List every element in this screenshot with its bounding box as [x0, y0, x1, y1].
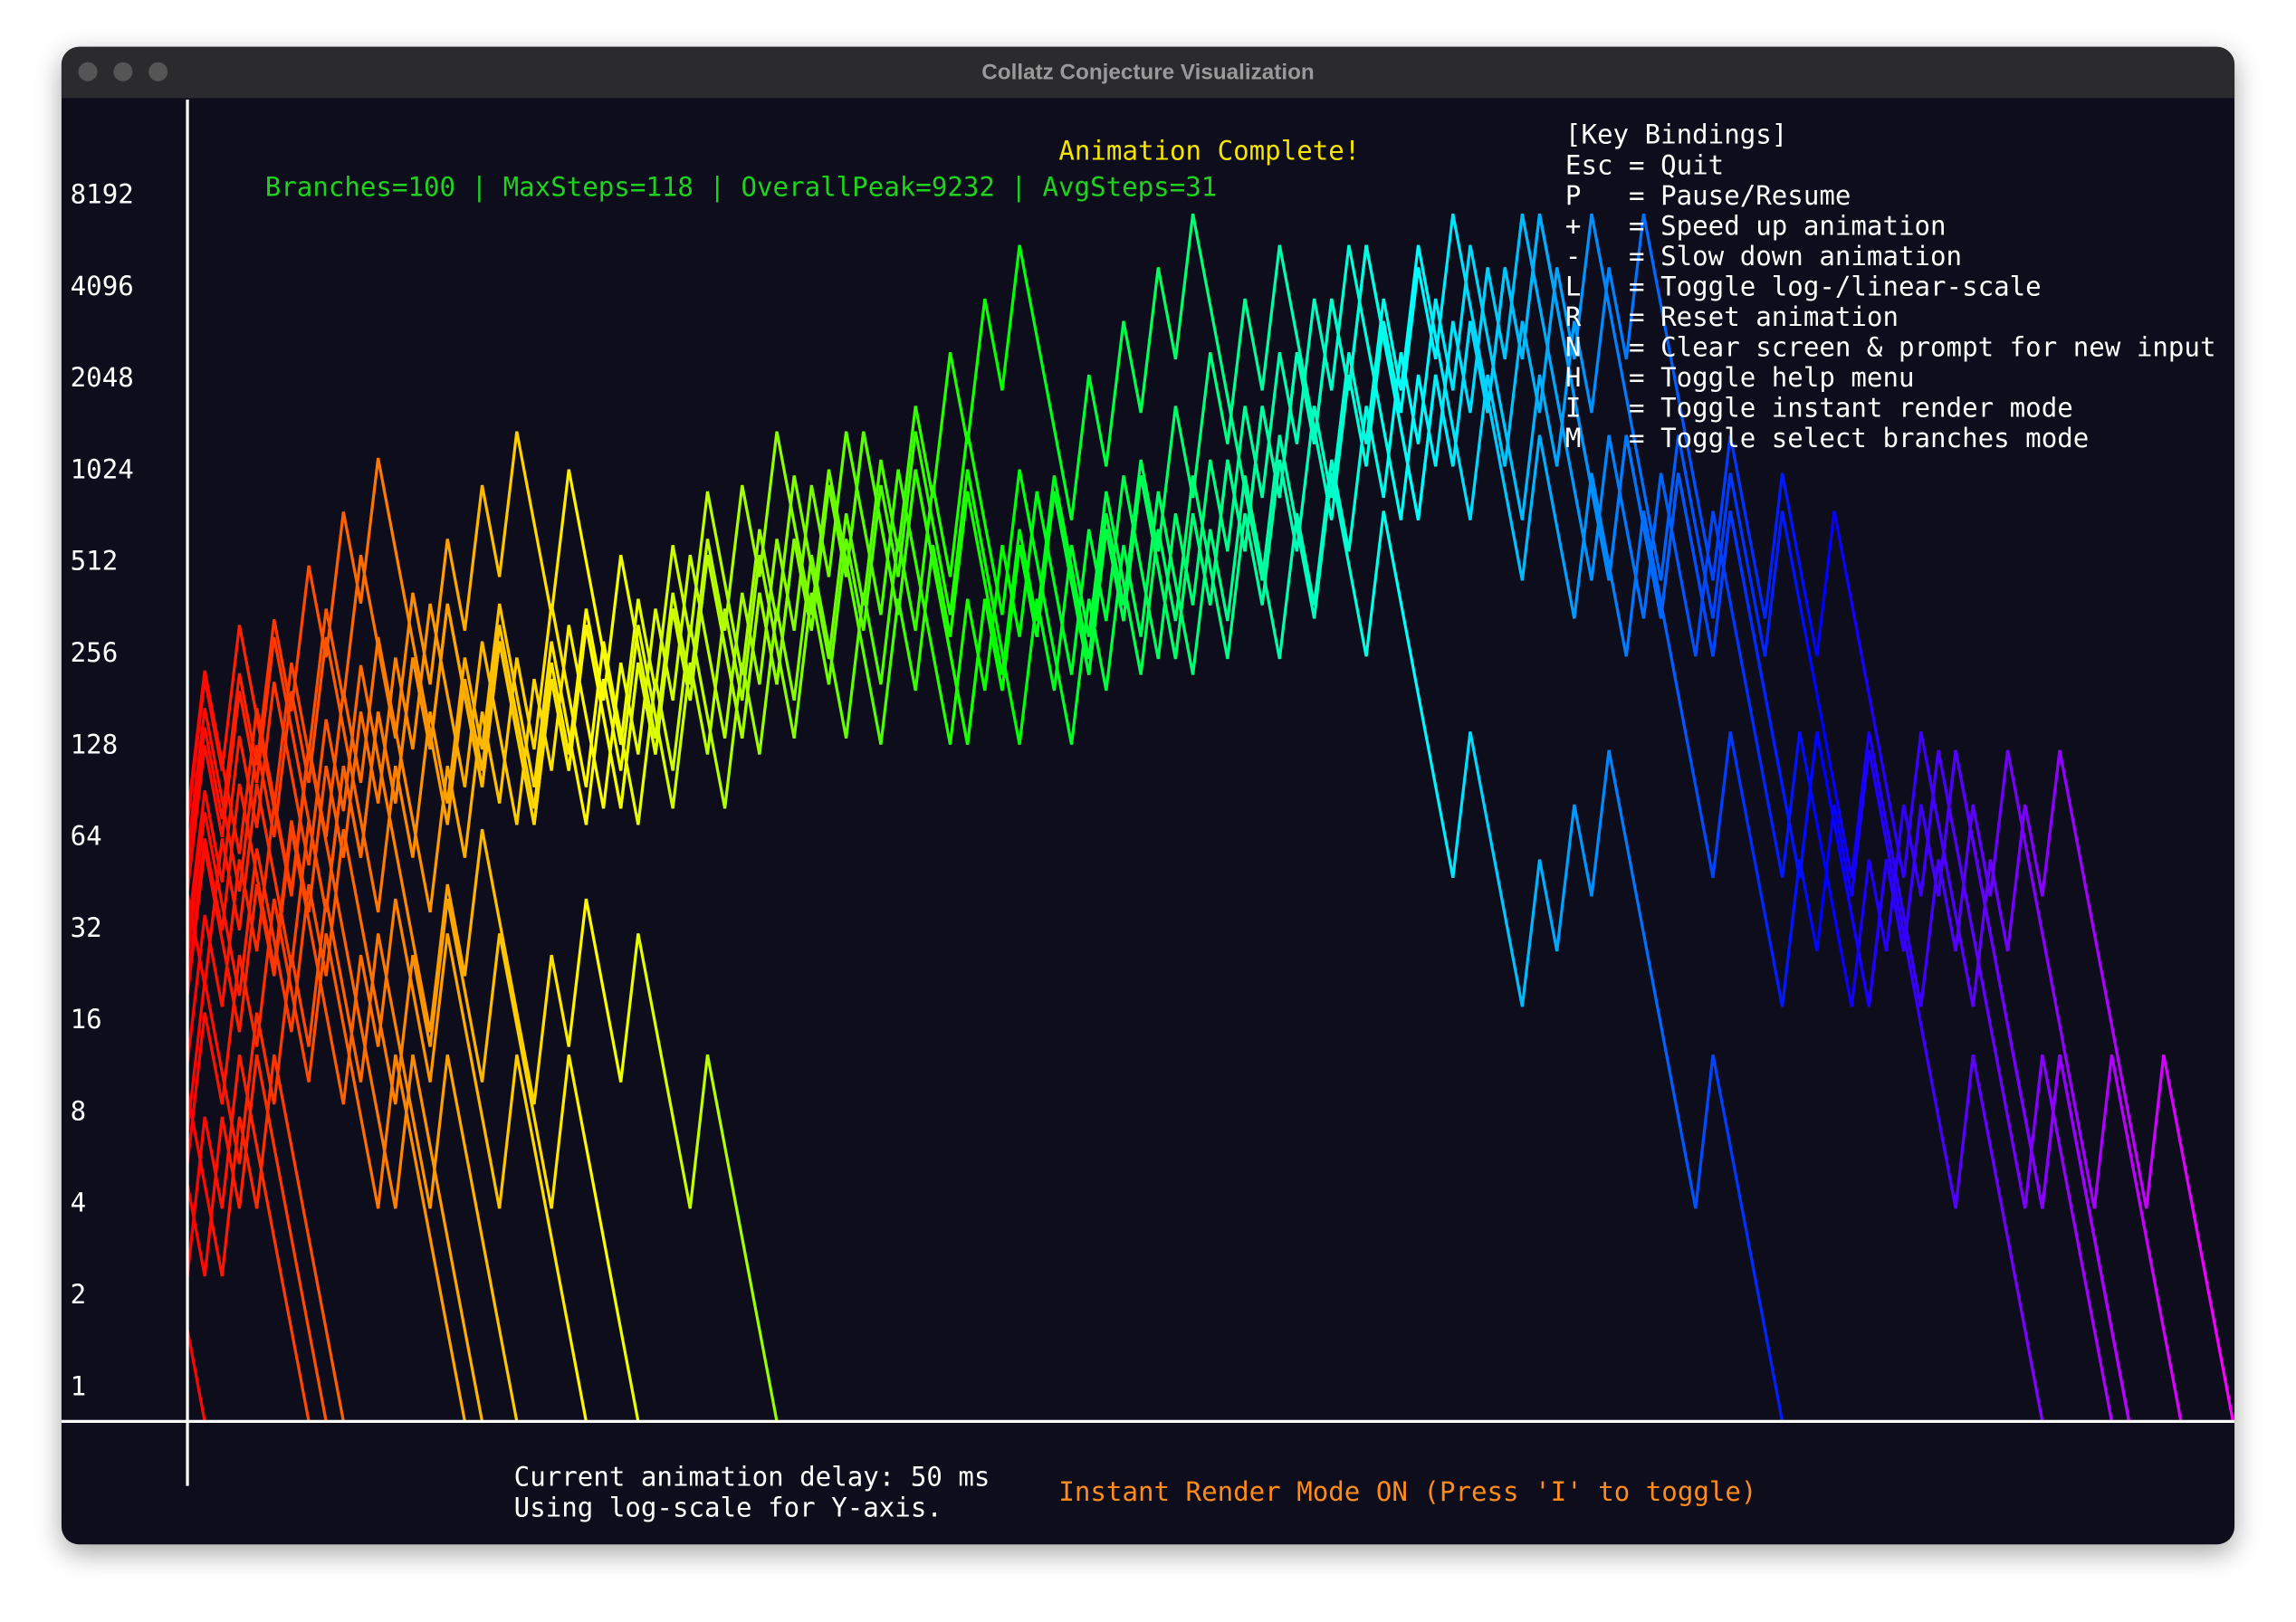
- branch-line: [186, 898, 466, 1422]
- zoom-button[interactable]: [148, 62, 168, 81]
- y-tick-label: 16: [71, 1004, 102, 1035]
- branch-line: [186, 1054, 311, 1422]
- help-line: - = Slow down animation: [1565, 241, 1962, 272]
- window-title: Collatz Conjecture Visualization: [981, 60, 1314, 84]
- help-line: M = Toggle select branches mode: [1565, 423, 2089, 453]
- help-line: R = Reset animation: [1565, 301, 1899, 332]
- branch-line: [186, 1054, 345, 1422]
- mode-text: Instant Render Mode ON (Press 'I' to tog…: [1058, 1476, 1756, 1507]
- help-line: L = Toggle log-/linear-scale: [1565, 271, 2042, 301]
- y-tick-label: 512: [71, 546, 119, 577]
- y-tick-label: 8192: [71, 179, 134, 210]
- minimize-button[interactable]: [113, 62, 133, 81]
- help-line: I = Toggle instant render mode: [1565, 392, 2073, 423]
- help-line: Esc = Quit: [1565, 149, 1724, 180]
- branch-line: [186, 749, 484, 1422]
- window: [61, 46, 2235, 1545]
- y-tick-label: 64: [71, 821, 102, 852]
- close-button[interactable]: [78, 62, 98, 81]
- branch-line: [186, 1054, 328, 1422]
- branch-line: [186, 213, 2044, 1422]
- help-line: + = Speed up animation: [1565, 210, 1947, 241]
- help-line: H = Toggle help menu: [1565, 362, 1915, 393]
- y-tick-label: 4096: [71, 271, 134, 301]
- y-tick-label: 32: [71, 912, 102, 943]
- status: Animation Complete!: [1058, 135, 1360, 166]
- help-line: P = Pause/Resume: [1565, 180, 1851, 211]
- y-tick-label: 128: [71, 729, 119, 759]
- branch-line: [186, 213, 1784, 1422]
- branch-line: [186, 1329, 206, 1422]
- branch-line: [186, 213, 2131, 1422]
- scale-text: Using log-scale for Y-axis.: [514, 1493, 942, 1523]
- y-tick-label: 1024: [71, 453, 134, 484]
- title-bar: [61, 46, 2235, 99]
- branch-line: [186, 812, 640, 1422]
- help-title: [Key Bindings]: [1565, 119, 1787, 149]
- y-tick-label: 4: [71, 1188, 87, 1218]
- y-tick-label: 1: [71, 1370, 87, 1401]
- help-line: N = Clear screen & prompt for new input: [1565, 331, 2216, 362]
- branch-line: [186, 213, 2114, 1422]
- plot: [186, 213, 2235, 1422]
- y-tick-label: 2048: [71, 362, 134, 393]
- y-tick-label: 256: [71, 637, 119, 668]
- branch-line: [186, 664, 779, 1422]
- delay-text: Current animation delay: 50 ms: [514, 1462, 990, 1493]
- y-tick-label: 8: [71, 1095, 87, 1126]
- y-ticks: 1 2 4 8 16 32 64 128 256 512 1024 2048 4096 8192: [71, 179, 134, 1402]
- y-tick-label: 2: [71, 1279, 87, 1310]
- branch-line: [186, 213, 2183, 1422]
- stats: Branches=100 | MaxSteps=118 | OverallPea…: [265, 172, 1218, 203]
